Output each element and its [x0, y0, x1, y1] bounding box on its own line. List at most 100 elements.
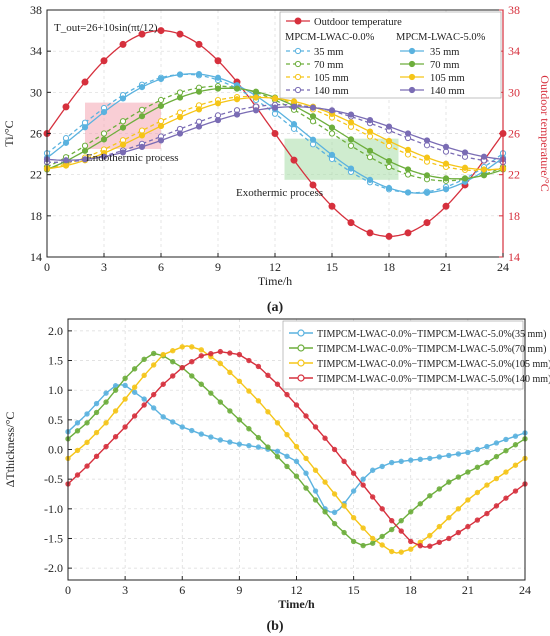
- delta-series-point-2: [446, 515, 452, 521]
- y-right-tick-label: 22: [508, 168, 520, 182]
- delta-series-point-1: [417, 501, 423, 507]
- delta-series-point-3: [512, 488, 519, 494]
- legend-marker-left: [294, 60, 302, 68]
- delta-series-point-3: [493, 503, 500, 509]
- legend-label-right: 70 mm: [430, 60, 459, 71]
- delta-series-point-0: [122, 382, 128, 389]
- series-point-6: [442, 175, 450, 182]
- delta-series-point-2: [265, 409, 271, 415]
- y-tick-label-a: 18: [30, 209, 42, 223]
- legend-label-left: 140 mm: [314, 86, 349, 97]
- delta-series-point-2: [227, 369, 233, 376]
- series-point-5: [100, 109, 108, 116]
- x-tick-label-b: 3: [122, 583, 128, 597]
- series-point-7: [423, 154, 431, 161]
- x-axis-label-a: Time/h: [258, 274, 292, 288]
- y-tick-label-b: 0.5: [48, 413, 63, 427]
- series-point-6: [233, 85, 241, 92]
- y-right-tick-label: 14: [508, 250, 520, 264]
- delta-series-point-0: [360, 476, 366, 482]
- series-point-0: [62, 103, 70, 111]
- series-point-0: [157, 27, 165, 35]
- delta-series-point-1: [217, 399, 224, 405]
- delta-series-point-1: [93, 409, 100, 416]
- series-point-6: [347, 136, 355, 143]
- series-point-7: [347, 119, 355, 126]
- delta-series-point-0: [179, 424, 185, 430]
- series-point-7: [461, 164, 469, 171]
- delta-series-point-3: [322, 435, 328, 441]
- delta-series-point-1: [369, 540, 376, 546]
- delta-series-point-1: [474, 464, 481, 470]
- series-point-6: [423, 172, 431, 179]
- delta-series-point-2: [436, 523, 443, 530]
- delta-series-point-1: [484, 459, 490, 466]
- delta-series-point-0: [217, 437, 224, 443]
- y-tick-label-b: -1.0: [44, 502, 63, 516]
- delta-series-point-3: [131, 413, 138, 419]
- legend-marker-right: [408, 47, 416, 55]
- delta-series-point-2: [150, 362, 157, 368]
- delta-series-point-1: [84, 420, 90, 426]
- delta-series-point-3: [179, 364, 185, 371]
- delta-series-point-2: [512, 462, 519, 468]
- delta-series-point-0: [331, 509, 338, 516]
- delta-series-point-3: [122, 424, 128, 430]
- x-tick-label-a: 0: [44, 260, 50, 274]
- delta-series-point-3: [141, 402, 147, 408]
- delta-series-point-2: [131, 384, 138, 390]
- delta-series-point-3: [293, 402, 300, 408]
- delta-series-point-1: [293, 473, 300, 479]
- series-point-5: [423, 189, 431, 196]
- delta-series-point-1: [493, 453, 500, 460]
- series-point-0: [138, 30, 146, 38]
- delta-series-point-0: [236, 441, 243, 447]
- series-point-6: [252, 88, 260, 95]
- delta-series-point-0: [512, 433, 519, 439]
- series-point-5: [62, 139, 70, 146]
- series-point-8: [423, 137, 431, 144]
- delta-series-point-2: [379, 542, 385, 548]
- delta-series-point-2: [74, 447, 81, 454]
- legend-a: Outdoor temperature MPCM-LWAC-0.0% MPCM-LW…: [279, 11, 502, 99]
- y-tick-label-a: 30: [30, 85, 42, 99]
- series-point-2: [119, 118, 127, 125]
- delta-series-point-3: [446, 535, 452, 542]
- series-point-2: [157, 96, 165, 104]
- delta-series-point-3: [436, 539, 443, 546]
- delta-series-point-2: [360, 525, 366, 531]
- panel-label-b: (b): [266, 619, 283, 634]
- y-tick-label-b: -0.5: [44, 472, 63, 486]
- legend-marker-left: [294, 47, 302, 55]
- series-point-8: [62, 157, 70, 164]
- delta-series-point-1: [227, 408, 233, 414]
- series-point-8: [100, 153, 108, 160]
- panel-a: 0 3 6 9 12 15 18 21 2414182226303438141822263034…: [2, 3, 550, 315]
- y-right-tick-label: 38: [508, 3, 520, 17]
- delta-series-point-2: [484, 482, 490, 488]
- series-point-7: [404, 146, 412, 153]
- delta-series-point-2: [455, 506, 462, 512]
- series-point-0: [81, 78, 89, 86]
- series-point-7: [138, 132, 146, 139]
- series-point-0: [290, 156, 298, 164]
- delta-series-point-3: [455, 529, 462, 536]
- x-tick-label-a: 3: [101, 260, 107, 274]
- legend-label-b: TIMPCM-LWAC-0.0%−TIMPCM-LWAC-5.0%(35 mm): [317, 329, 546, 340]
- delta-series-point-2: [198, 347, 204, 353]
- delta-series-point-1: [246, 426, 252, 432]
- delta-series-point-1: [322, 509, 328, 515]
- y-tick-label-b: -2.0: [44, 561, 63, 575]
- series-point-8: [347, 111, 355, 118]
- delta-series-point-2: [112, 408, 119, 414]
- delta-series-point-0: [408, 457, 414, 463]
- delta-series-point-2: [341, 503, 347, 509]
- delta-series-point-1: [427, 493, 433, 499]
- delta-series-point-1: [503, 447, 509, 454]
- delta-series-point-0: [493, 440, 500, 446]
- y-tick-label-a: 34: [30, 44, 42, 58]
- delta-series-point-3: [350, 470, 357, 476]
- delta-series-point-1: [255, 434, 262, 441]
- annotation-exothermic: Exothermic process: [236, 187, 323, 199]
